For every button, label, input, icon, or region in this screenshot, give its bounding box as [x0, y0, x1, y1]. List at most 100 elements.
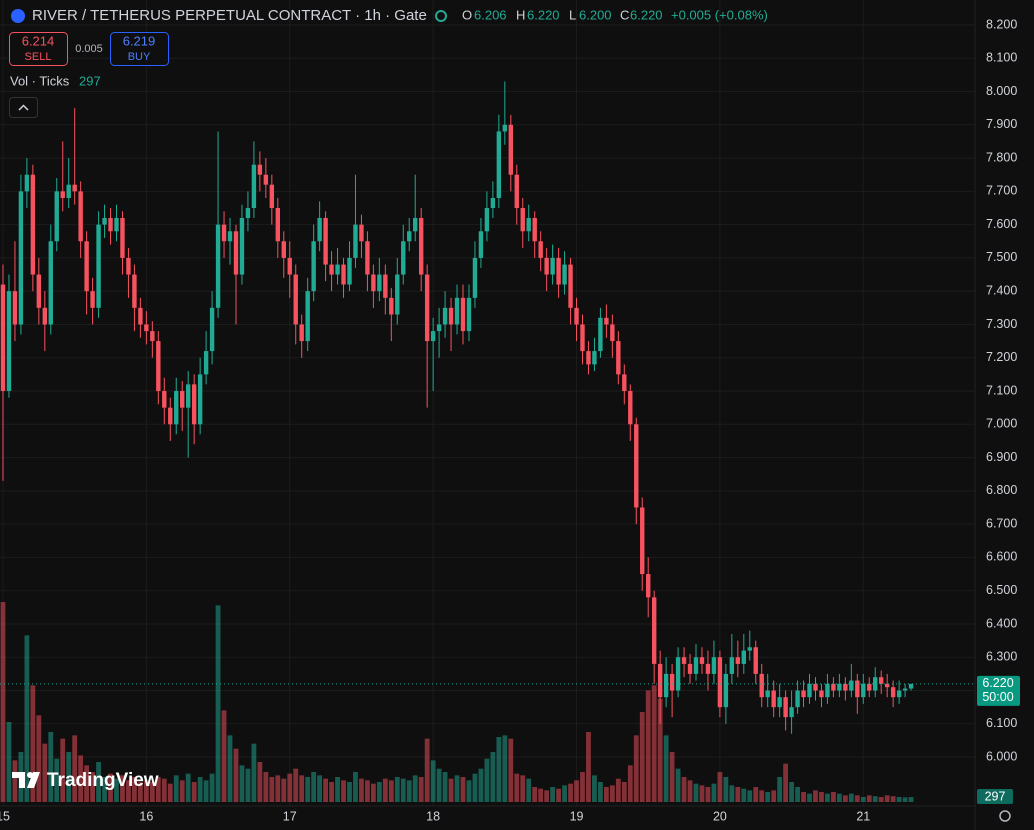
volume-bar — [149, 782, 155, 802]
volume-bar — [609, 785, 615, 802]
candle-body — [293, 274, 298, 325]
candle-body — [568, 264, 573, 308]
legend-value: 6.220 — [527, 7, 560, 22]
buy-label: BUY — [128, 51, 151, 63]
spread: 0.005 — [75, 43, 103, 55]
volume-bar — [323, 778, 328, 802]
volume-indicator-label[interactable]: Vol · Ticks — [10, 73, 70, 88]
candle-body — [616, 341, 621, 375]
candle-body — [908, 683, 914, 689]
volume-bar — [878, 797, 884, 802]
volume-bar — [651, 685, 657, 802]
volume-bar — [842, 795, 848, 802]
candle-body — [174, 391, 179, 425]
candle-body — [651, 597, 657, 664]
sell-button[interactable] — [9, 32, 68, 66]
candle-body — [902, 688, 908, 691]
candle-body — [574, 307, 579, 325]
x-tick-label: 20 — [713, 809, 727, 823]
x-tick-label: 17 — [283, 809, 297, 823]
volume-bar — [705, 787, 711, 802]
symbol-title[interactable]: RIVER / TETHERUS PERPETUAL CONTRACT · 1h… — [32, 7, 427, 24]
volume-bar — [848, 793, 854, 802]
candle-body — [747, 647, 752, 651]
sell-price: 6.214 — [22, 33, 55, 48]
candle-body — [108, 217, 113, 232]
candle-body — [783, 697, 788, 718]
volume-bar — [257, 762, 263, 802]
buy-button[interactable] — [110, 32, 169, 66]
y-tick-label: 6.800 — [986, 483, 1017, 497]
candle-body — [42, 307, 48, 325]
volume-bar — [621, 782, 627, 802]
candle-body — [514, 174, 519, 208]
legend-key: L — [569, 7, 576, 22]
candle-body — [801, 690, 806, 698]
candle-body — [867, 683, 872, 691]
candle-body — [30, 174, 36, 275]
volume-bar — [657, 698, 663, 802]
candle-body — [819, 690, 824, 698]
volume-bar — [872, 796, 878, 802]
candle-body — [861, 683, 866, 698]
change: +0.005 (+0.08%) — [671, 7, 768, 22]
volume-bar — [155, 777, 161, 802]
candle-body — [305, 291, 310, 342]
volume-bar — [185, 773, 191, 802]
volume-bar — [203, 780, 209, 802]
candle-body — [490, 198, 496, 208]
y-tick-label: 8.200 — [986, 17, 1017, 31]
volume-bar — [586, 732, 591, 802]
candle-body — [162, 391, 167, 408]
volume-bar — [347, 782, 352, 802]
collapse-button[interactable] — [9, 97, 38, 118]
volume-bar — [663, 735, 669, 802]
volume-bar — [454, 775, 460, 802]
volume-bar — [580, 772, 585, 802]
candle-body — [496, 131, 502, 199]
volume-bar — [502, 735, 508, 802]
legend-value: 6.200 — [579, 7, 612, 22]
volume-bar — [795, 787, 800, 802]
volume-bar — [359, 778, 364, 802]
volume-bar — [544, 790, 550, 802]
y-tick-label: 7.000 — [986, 417, 1017, 431]
volume-bar — [490, 752, 496, 802]
settings-icon[interactable] — [999, 810, 1011, 822]
volume-bar — [759, 790, 765, 802]
candle-body — [144, 324, 149, 332]
status-dot — [435, 10, 447, 22]
volume-bar — [137, 782, 143, 802]
volume-bar — [472, 773, 478, 802]
candle-body — [896, 690, 902, 698]
candle-body — [663, 673, 669, 698]
volume-bar — [908, 797, 914, 802]
y-tick-label: 8.100 — [986, 51, 1017, 65]
candle-body — [580, 324, 585, 352]
x-tick-label: 19 — [570, 809, 584, 823]
candle-body — [383, 274, 388, 298]
volume-bar — [221, 710, 227, 802]
candle-body — [777, 697, 782, 708]
candle-body — [418, 217, 424, 275]
y-tick-label: 6.000 — [986, 749, 1017, 763]
volume-bar — [36, 715, 42, 802]
legend-value: 6.220 — [630, 7, 663, 22]
volume-bar — [114, 778, 119, 802]
candle-body — [484, 207, 490, 232]
candle-body — [377, 274, 382, 292]
logo-icon — [12, 772, 40, 788]
volume-bar — [424, 738, 430, 802]
candle-body — [472, 257, 478, 298]
candle-body — [150, 331, 155, 342]
candle-body — [209, 307, 215, 352]
y-tick-label: 6.400 — [986, 616, 1017, 630]
symbol-icon[interactable] — [11, 9, 25, 23]
y-tick-label: 6.600 — [986, 550, 1017, 564]
candle-body — [562, 264, 567, 285]
chevron-icon — [18, 104, 29, 111]
volume-bar — [400, 778, 406, 802]
volume-bar — [890, 796, 896, 802]
volume-bar — [633, 735, 639, 802]
